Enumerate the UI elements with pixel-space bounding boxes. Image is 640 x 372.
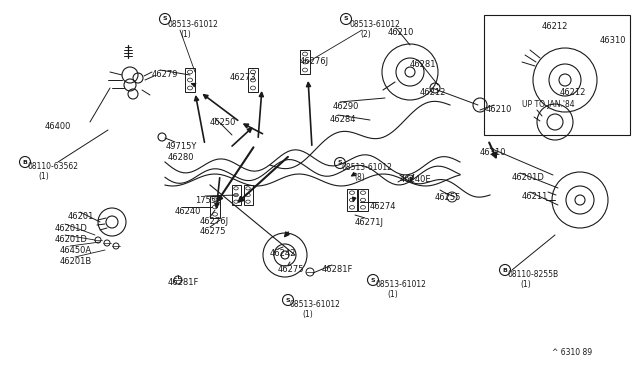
Text: 46212: 46212 bbox=[542, 22, 568, 31]
Text: 46271J: 46271J bbox=[355, 218, 384, 227]
Bar bbox=[210, 196, 220, 218]
Text: 46242: 46242 bbox=[270, 249, 296, 258]
Text: (2): (2) bbox=[360, 30, 371, 39]
Text: 46275: 46275 bbox=[278, 265, 305, 274]
Bar bbox=[300, 50, 310, 74]
Text: 46210: 46210 bbox=[388, 28, 414, 37]
Text: S: S bbox=[163, 16, 167, 22]
Text: (1): (1) bbox=[180, 30, 191, 39]
Text: 08513-61012: 08513-61012 bbox=[375, 280, 426, 289]
Text: 08110-63562: 08110-63562 bbox=[28, 162, 79, 171]
Text: 46211: 46211 bbox=[522, 192, 548, 201]
Text: 49715Y: 49715Y bbox=[166, 142, 197, 151]
Text: 08513-61012: 08513-61012 bbox=[290, 300, 341, 309]
Text: 46255: 46255 bbox=[435, 193, 461, 202]
Text: 46280: 46280 bbox=[168, 153, 195, 162]
Text: 46275: 46275 bbox=[200, 227, 227, 236]
Text: 46281F: 46281F bbox=[322, 265, 353, 274]
Text: S: S bbox=[338, 160, 342, 166]
Text: B: B bbox=[22, 160, 28, 164]
Text: 46281F: 46281F bbox=[168, 278, 200, 287]
Text: 46284: 46284 bbox=[330, 115, 356, 124]
Text: 46310: 46310 bbox=[600, 36, 627, 45]
Text: 46274: 46274 bbox=[370, 202, 397, 211]
Text: 46310: 46310 bbox=[480, 148, 506, 157]
Text: S: S bbox=[344, 16, 348, 22]
Text: 46276J: 46276J bbox=[200, 217, 229, 226]
Text: 46273: 46273 bbox=[230, 73, 257, 82]
Text: 46400: 46400 bbox=[45, 122, 72, 131]
Text: 46212: 46212 bbox=[420, 88, 446, 97]
Bar bbox=[185, 68, 195, 92]
Text: 46201: 46201 bbox=[68, 212, 94, 221]
Bar bbox=[484, 15, 630, 135]
Text: 46240E: 46240E bbox=[400, 175, 431, 184]
Text: (1): (1) bbox=[302, 310, 313, 319]
Bar bbox=[232, 185, 241, 205]
Text: 08110-8255B: 08110-8255B bbox=[508, 270, 559, 279]
Text: 46201D: 46201D bbox=[55, 235, 88, 244]
Text: 46279: 46279 bbox=[152, 70, 179, 79]
Text: (1): (1) bbox=[38, 172, 49, 181]
Text: UP TO JAN.'84: UP TO JAN.'84 bbox=[522, 100, 575, 109]
Text: S: S bbox=[285, 298, 291, 302]
Bar bbox=[248, 68, 258, 92]
Text: 46210: 46210 bbox=[486, 105, 513, 114]
Text: (1): (1) bbox=[387, 290, 397, 299]
Text: 46250: 46250 bbox=[210, 118, 236, 127]
Bar bbox=[347, 189, 357, 211]
Text: (8): (8) bbox=[354, 173, 365, 182]
Text: 08513-61012: 08513-61012 bbox=[168, 20, 219, 29]
Text: 46201D: 46201D bbox=[512, 173, 545, 182]
Text: (1): (1) bbox=[520, 280, 531, 289]
Text: 46212: 46212 bbox=[560, 88, 586, 97]
Text: S: S bbox=[371, 278, 375, 282]
Text: ^ 6310 89: ^ 6310 89 bbox=[552, 348, 592, 357]
Text: 46290: 46290 bbox=[333, 102, 360, 111]
Text: 08513-61012: 08513-61012 bbox=[342, 163, 393, 172]
Text: 46201B: 46201B bbox=[60, 257, 92, 266]
Text: 46450A: 46450A bbox=[60, 246, 92, 255]
Bar bbox=[243, 185, 253, 205]
Text: 08513-61012: 08513-61012 bbox=[349, 20, 400, 29]
Text: 46281: 46281 bbox=[410, 60, 436, 69]
Text: B: B bbox=[502, 267, 508, 273]
Text: 46276J: 46276J bbox=[300, 57, 329, 66]
Text: 46201D: 46201D bbox=[55, 224, 88, 233]
Text: 17556: 17556 bbox=[195, 196, 221, 205]
Text: 46240: 46240 bbox=[175, 207, 202, 216]
Bar bbox=[358, 189, 368, 211]
